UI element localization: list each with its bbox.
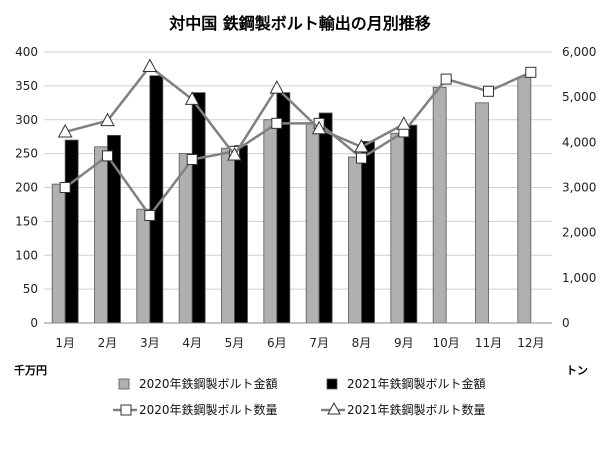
left-axis-tick-label: 300 [15, 113, 38, 127]
legend-label: 2021年鉄鋼製ボルト数量 [347, 402, 486, 417]
marker-2021-9 [396, 116, 412, 130]
x-axis-tick-label: 5月 [225, 336, 245, 350]
chart-title: 対中国 鉄鋼製ボルト輸出の月別推移 [168, 14, 431, 33]
x-axis-tick-label: 2月 [98, 336, 118, 350]
bar-2020-1 [51, 183, 66, 324]
marker-2021-7 [311, 120, 327, 135]
x-axis-tick-label: 8月 [352, 336, 372, 350]
bar-2021-9 [403, 124, 418, 324]
marker-2020-11 [483, 85, 494, 97]
bar-2020-11 [475, 102, 489, 324]
right-axis-tick-label: 5,000 [562, 90, 596, 104]
legend-label: 2021年鉄鋼製ボルト金額 [347, 376, 486, 391]
x-axis-tick-label: 10月 [433, 336, 460, 350]
marker-2021-5 [227, 146, 242, 161]
marker-2020-10 [440, 73, 452, 85]
marker-2021-6 [269, 80, 285, 94]
x-axis-tick-label: 3月 [140, 336, 160, 350]
bar-2020-9 [390, 132, 405, 324]
legend-marker-triangle [327, 401, 341, 415]
left-axis-unit: 千万円 [14, 363, 47, 377]
bar-2021-4 [191, 92, 206, 324]
marker-2021-1 [57, 123, 73, 138]
bar-2020-4 [178, 153, 193, 324]
legend-swatch [326, 378, 338, 390]
x-axis-tick-label: 1月 [55, 336, 75, 350]
right-axis-tick-label: 3,000 [562, 181, 596, 195]
legend-marker-square [120, 404, 132, 416]
x-axis-tick-label: 9月 [394, 336, 414, 350]
left-axis-tick-label: 400 [15, 45, 38, 59]
line-2020 [64, 71, 532, 218]
right-axis-unit: トン [566, 364, 588, 377]
bar-2020-10 [432, 86, 447, 324]
x-axis-tick-label: 12月 [517, 336, 544, 350]
legend-label: 2020年鉄鋼製ボルト数量 [139, 402, 278, 417]
left-axis-tick-label: 50 [23, 282, 38, 296]
x-axis-tick-label: 7月 [309, 336, 329, 350]
right-axis-tick-label: 1,000 [562, 271, 596, 285]
line-series [57, 58, 537, 222]
right-axis-tick-label: 4,000 [562, 135, 596, 149]
bar-2020-5 [221, 147, 235, 324]
right-axis-tick-label: 2,000 [562, 226, 596, 240]
bar-2020-3 [136, 208, 151, 324]
x-axis-tick-label: 6月 [267, 336, 287, 350]
left-axis-tick-label: 0 [30, 316, 38, 330]
bar-2021-8 [361, 141, 375, 324]
marker-2020-12 [525, 66, 537, 78]
marker-2021-2 [100, 112, 115, 127]
marker-2021-8 [354, 138, 369, 153]
legend-label: 2020年鉄鋼製ボルト金額 [139, 376, 278, 391]
left-axis-tick-label: 250 [15, 147, 38, 161]
bar-2021-7 [318, 112, 333, 324]
x-axis-tick-label: 11月 [475, 336, 502, 350]
marker-2021-4 [184, 91, 200, 105]
bar-2021-1 [64, 139, 79, 324]
marker-2020-1 [59, 182, 71, 193]
marker-2020-8 [356, 152, 367, 164]
bar-2020-2 [94, 146, 108, 324]
tick-labels: 0 50 100 150 200 250 300 350 400 0 1,000 2,000 3,000… [15, 45, 596, 350]
bar-2021-5 [234, 145, 248, 324]
legend-swatch [118, 378, 130, 390]
marker-2021-3 [142, 58, 158, 72]
bar-2020-6 [263, 119, 278, 324]
right-axis-tick-label: 0 [562, 316, 570, 330]
marker-2020-4 [186, 153, 198, 165]
marker-2020-2 [102, 150, 113, 162]
bar-series [51, 75, 532, 324]
legend: 2020年鉄鋼製ボルト金額 2021年鉄鋼製ボルト金額 2020年鉄鋼製ボルト数量 2… [113, 376, 486, 417]
left-axis-tick-label: 100 [15, 248, 38, 262]
bar-2020-7 [305, 122, 320, 324]
marker-2020-6 [271, 117, 283, 129]
bar-2020-12 [517, 76, 532, 324]
left-axis-tick-label: 200 [15, 181, 38, 195]
x-axis-tick-label: 4月 [182, 336, 202, 350]
left-axis-tick-label: 350 [15, 79, 38, 93]
right-axis-tick-label: 6,000 [562, 45, 596, 59]
left-axis-tick-label: 150 [15, 214, 38, 228]
bar-2020-8 [348, 156, 362, 324]
marker-2020-3 [144, 210, 156, 222]
